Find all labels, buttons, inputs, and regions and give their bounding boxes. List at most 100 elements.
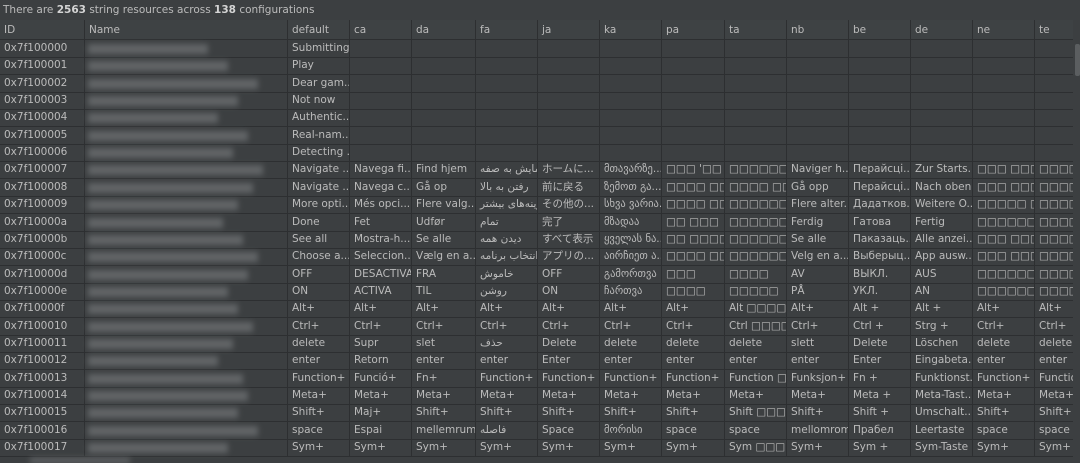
id-cell[interactable]: 0x7f100000: [0, 40, 85, 58]
translation-cell[interactable]: See all: [288, 230, 350, 249]
translation-cell[interactable]: □□□□ □□□□: [662, 196, 725, 215]
translation-cell[interactable]: Funktionst...: [911, 369, 973, 388]
translation-cell[interactable]: Ctrl □□□□...: [725, 317, 787, 336]
translation-cell[interactable]: アプリの...: [538, 248, 600, 267]
translation-cell[interactable]: □□□ '□□ □□□: [662, 161, 725, 180]
name-cell[interactable]: [85, 109, 288, 128]
translation-cell[interactable]: Eingabeta...: [911, 352, 973, 371]
translation-cell[interactable]: მზადაა: [600, 213, 662, 232]
translation-cell[interactable]: [476, 40, 538, 58]
translation-cell[interactable]: Ctrl+: [288, 317, 350, 336]
translation-cell[interactable]: Shift+: [973, 404, 1035, 423]
translation-cell[interactable]: Meta-Tast...: [911, 387, 973, 405]
translation-cell[interactable]: □□□□□□...: [725, 230, 787, 249]
translation-cell[interactable]: Sym +: [849, 439, 911, 458]
translation-cell[interactable]: სხვა ვარია...: [600, 196, 662, 215]
translation-cell[interactable]: Function+: [476, 369, 538, 388]
name-cell[interactable]: [85, 57, 288, 76]
column-header[interactable]: Name: [85, 20, 288, 40]
translation-cell[interactable]: Submitting: [288, 40, 350, 58]
name-cell[interactable]: [85, 300, 288, 319]
translation-cell[interactable]: Meta+: [725, 387, 787, 405]
translation-cell[interactable]: [662, 109, 725, 128]
translation-cell[interactable]: [911, 57, 973, 76]
translation-cell[interactable]: [911, 92, 973, 111]
id-cell[interactable]: 0x7f100010: [0, 317, 85, 336]
id-cell[interactable]: 0x7f100015: [0, 404, 85, 423]
translation-cell[interactable]: □□□ □□□□□: [973, 178, 1035, 197]
name-cell[interactable]: [85, 404, 288, 423]
translation-cell[interactable]: [476, 144, 538, 163]
translation-cell[interactable]: Function □□...: [725, 369, 787, 388]
translation-cell[interactable]: تمام: [476, 213, 538, 232]
translation-cell[interactable]: □□ □□□□: [662, 230, 725, 249]
translation-cell[interactable]: [973, 92, 1035, 111]
name-cell[interactable]: [85, 144, 288, 163]
translation-cell[interactable]: [350, 57, 412, 76]
translation-cell[interactable]: მორისი: [600, 421, 662, 440]
translation-cell[interactable]: [849, 109, 911, 128]
translation-cell[interactable]: □□□□□□□□□: [725, 161, 787, 180]
translation-cell[interactable]: enter: [973, 352, 1035, 371]
translation-cell[interactable]: Udfør: [412, 213, 476, 232]
translation-cell[interactable]: Alle anzei...: [911, 230, 973, 249]
translation-cell[interactable]: Maj+: [350, 404, 412, 423]
translation-cell[interactable]: □□□□: [725, 265, 787, 284]
translation-cell[interactable]: Alt+: [973, 300, 1035, 319]
translation-cell[interactable]: [849, 57, 911, 76]
translation-cell[interactable]: [973, 109, 1035, 128]
translation-cell[interactable]: [412, 144, 476, 163]
translation-cell[interactable]: Meta+: [288, 387, 350, 405]
translation-cell[interactable]: Sym+: [350, 439, 412, 458]
translation-cell[interactable]: Meta+: [662, 387, 725, 405]
name-cell[interactable]: [85, 126, 288, 145]
translation-cell[interactable]: [725, 144, 787, 163]
translation-cell[interactable]: space: [662, 421, 725, 440]
translation-cell[interactable]: Дадатков...: [849, 196, 911, 215]
translation-cell[interactable]: mellemrum: [412, 421, 476, 440]
translation-cell[interactable]: □□□□ □□□: [662, 178, 725, 197]
id-cell[interactable]: 0x7f10000e: [0, 282, 85, 301]
translation-cell[interactable]: App ausw...: [911, 248, 973, 267]
translation-cell[interactable]: AN: [911, 282, 973, 301]
translation-cell[interactable]: Funksjon+: [787, 369, 849, 388]
id-cell[interactable]: 0x7f100001: [0, 57, 85, 76]
translation-cell[interactable]: УКЛ.: [849, 282, 911, 301]
translation-cell[interactable]: enter: [662, 352, 725, 371]
translation-cell[interactable]: Ctrl+: [787, 317, 849, 336]
translation-cell[interactable]: ВЫКЛ.: [849, 265, 911, 284]
column-header[interactable]: ca: [350, 20, 412, 40]
translation-cell[interactable]: ჩართვა: [600, 282, 662, 301]
name-cell[interactable]: [85, 40, 288, 58]
translation-cell[interactable]: [662, 126, 725, 145]
translation-cell[interactable]: Перайсці...: [849, 161, 911, 180]
translation-cell[interactable]: Alt+: [412, 300, 476, 319]
translation-cell[interactable]: [973, 74, 1035, 93]
translation-cell[interactable]: Navega c...: [350, 178, 412, 197]
translation-cell[interactable]: Done: [288, 213, 350, 232]
translation-cell[interactable]: [662, 40, 725, 58]
translation-cell[interactable]: Ctrl+: [600, 317, 662, 336]
translation-cell[interactable]: [476, 92, 538, 111]
id-cell[interactable]: 0x7f100012: [0, 352, 85, 371]
translation-cell[interactable]: فاصله: [476, 421, 538, 440]
translation-cell[interactable]: Find hjem: [412, 161, 476, 180]
translation-cell[interactable]: Ferdig: [787, 213, 849, 232]
translation-cell[interactable]: enter: [787, 352, 849, 371]
translation-cell[interactable]: Dear gam...: [288, 74, 350, 93]
translation-cell[interactable]: [600, 74, 662, 93]
id-cell[interactable]: 0x7f10000a: [0, 213, 85, 232]
name-cell[interactable]: [85, 74, 288, 93]
translation-cell[interactable]: [662, 57, 725, 76]
translation-cell[interactable]: Se alle: [787, 230, 849, 249]
column-header[interactable]: be: [849, 20, 911, 40]
translation-cell[interactable]: Ctrl+: [350, 317, 412, 336]
translation-cell[interactable]: Alt+: [662, 300, 725, 319]
translation-cell[interactable]: AUS: [911, 265, 973, 284]
translation-cell[interactable]: Meta +: [849, 387, 911, 405]
name-cell[interactable]: [85, 334, 288, 353]
translation-cell[interactable]: FRA: [412, 265, 476, 284]
translation-cell[interactable]: Sym+: [476, 439, 538, 458]
translation-cell[interactable]: [476, 74, 538, 93]
translation-cell[interactable]: [538, 74, 600, 93]
